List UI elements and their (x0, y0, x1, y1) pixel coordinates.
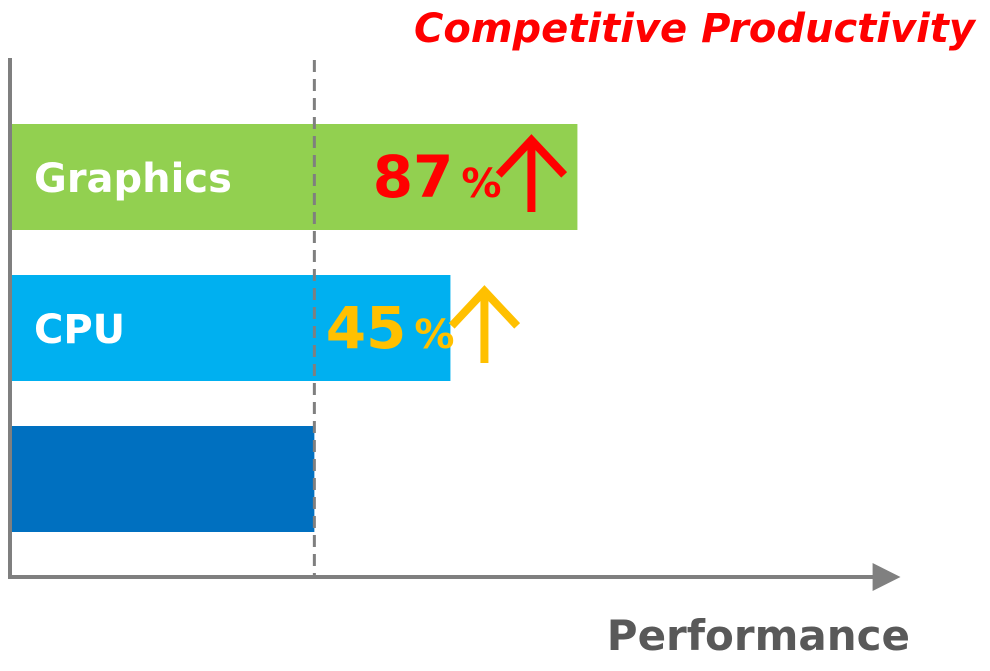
up-arrow-icon (495, 134, 568, 212)
bar-label-cpu: CPU (34, 307, 125, 353)
bar-cpu (12, 275, 451, 381)
delta-value-cpu: 45 (326, 294, 407, 362)
delta-unit-cpu: % (414, 312, 454, 358)
x-axis-label: Performance (607, 611, 910, 660)
up-arrow-icon (448, 285, 521, 363)
bar-graphics (12, 124, 578, 230)
delta-value-graphics: 87 (373, 143, 454, 211)
chart-title: Competitive Productivity (414, 6, 977, 52)
delta-unit-graphics: % (461, 161, 501, 207)
bar-label-graphics: Graphics (34, 156, 232, 202)
bar-baseline (12, 426, 315, 532)
